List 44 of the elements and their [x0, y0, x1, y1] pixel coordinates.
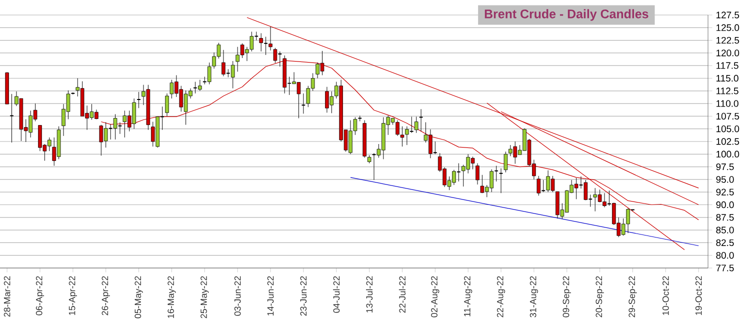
y-tick-label: 122.5 [716, 36, 740, 44]
x-tick-label: 23-Jun-22 [300, 276, 307, 316]
y-tick-label: 80.0 [716, 252, 734, 259]
y-tick-label: 77.5 [716, 264, 734, 272]
y-tick-label: 105.0 [716, 126, 740, 132]
y-tick-label: 92.5 [716, 188, 734, 196]
x-tick-label: 29-Sep-22 [628, 276, 637, 318]
y-tick-label: 115.0 [716, 74, 738, 82]
x-tick-label: 20-Sep-22 [596, 276, 604, 318]
x-tick-label: 19-Oct-22 [695, 276, 702, 315]
y-tick-label: 87.5 [716, 214, 734, 221]
y-tick-label: 107.5 [716, 112, 740, 120]
x-tick-label: 15-Apr-22 [68, 276, 77, 315]
y-tick-label: 90.0 [716, 201, 734, 208]
x-tick-label: 03-Jun-22 [234, 276, 241, 316]
y-tick-label: 125.0 [716, 24, 740, 32]
y-tick-label: 127.5 [716, 12, 740, 18]
x-tick-label: 05-May-22 [134, 276, 143, 318]
y-tick-label: 117.5 [716, 62, 738, 69]
x-tick-label: 28-Mar-22 [4, 276, 10, 317]
x-tick-label: 13-Jul-22 [366, 276, 373, 312]
x-tick-label: 11-Aug-22 [464, 276, 472, 316]
x-tick-label: 26-Apr-22 [102, 276, 110, 316]
x-tick-label: 06-Apr-22 [36, 276, 44, 316]
y-tick-label: 120.0 [716, 50, 740, 56]
x-tick-label: 10-Oct-22 [662, 276, 669, 315]
x-tick-label: 02-Aug-22 [431, 276, 440, 318]
x-tick-label: 14-Jun-22 [267, 276, 274, 316]
y-tick-label: 102.5 [716, 138, 740, 145]
y-tick-label: 85.0 [716, 226, 734, 234]
x-tick-label: 16-May-22 [168, 276, 176, 318]
y-tick-label: 97.5 [716, 163, 734, 170]
y-tick-label: 95.0 [716, 176, 734, 183]
chart-title: Brent Crude - Daily Candles [484, 9, 648, 21]
x-tick-label: 04-Jul-22 [333, 276, 340, 313]
y-tick-label: 112.5 [716, 88, 738, 94]
x-tick-label: 22-Aug-22 [496, 276, 506, 318]
y-tick-label: 82.5 [716, 239, 734, 246]
x-tick-label: 22-Jul-22 [398, 276, 406, 313]
y-tick-label: 100.0 [716, 150, 740, 158]
y-tick-label: 110.0 [716, 100, 738, 107]
x-tick-label: 09-Sep-22 [562, 276, 571, 318]
x-tick-label: 31-Aug-22 [530, 276, 538, 318]
x-tick-label: 25-May-22 [200, 276, 209, 318]
